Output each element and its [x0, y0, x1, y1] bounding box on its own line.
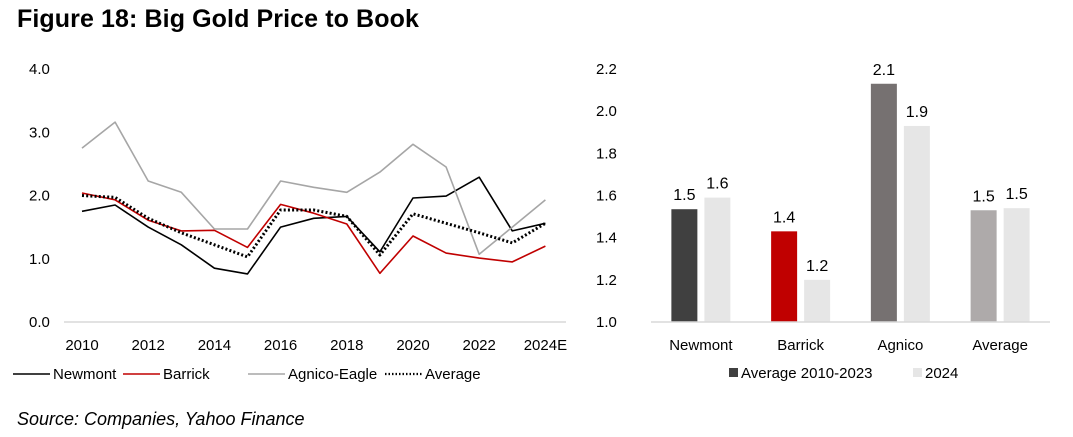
data-label: 2.1 [873, 62, 895, 79]
figure-source: Source: Companies, Yahoo Finance [17, 409, 305, 429]
bar-chart: 1.0 1.2 1.4 1.6 1.8 2.0 2.2 1.5 1.6 Newmont 1.4 1.2… [596, 61, 1050, 382]
y-tick-label: 4.0 [29, 61, 50, 78]
bar-average-2024 [1003, 208, 1030, 322]
data-label: 1.6 [706, 176, 728, 193]
bar-average-avg [970, 210, 997, 322]
y-tick-label: 1.6 [596, 188, 617, 205]
series-line-newmont [81, 176, 546, 275]
y-tick-label: 1.2 [596, 272, 617, 289]
x-tick-label: 2012 [132, 337, 165, 354]
bar-barrick-avg [771, 231, 798, 322]
data-label: 1.4 [773, 209, 795, 226]
legend-label: Average [425, 366, 481, 383]
legend-label: Barrick [163, 366, 210, 383]
line-chart: 0.0 1.0 2.0 3.0 4.0 2010 2012 2014 2016 2018 2020 2… [13, 61, 567, 383]
y-tick-label: 2.0 [29, 188, 50, 205]
y-tick-label: 1.4 [596, 230, 617, 247]
bar-barrick-2024 [804, 279, 831, 322]
series-line-agnico-eagle [81, 121, 546, 256]
bar-chart-legend: Average 2010-2023 2024 [729, 365, 958, 382]
x-tick-label: 2014 [198, 337, 231, 354]
y-tick-label: 2.2 [596, 61, 617, 78]
bar-agnico-avg [870, 83, 897, 322]
legend-label: Newmont [53, 366, 117, 383]
legend-label: 2024 [925, 365, 958, 382]
x-tick-label: 2016 [264, 337, 297, 354]
legend-label: Agnico-Eagle [288, 366, 377, 383]
x-tick-label: Barrick [777, 337, 824, 354]
legend-swatch [913, 368, 922, 377]
line-chart-legend: Newmont Barrick Agnico-Eagle Average [13, 366, 481, 383]
bar-agnico-2024 [903, 125, 930, 322]
legend-swatch [729, 368, 738, 377]
bar-newmont-2024 [704, 197, 731, 322]
series-line-barrick [81, 192, 546, 275]
figure-title: Figure 18: Big Gold Price to Book [17, 5, 419, 33]
x-tick-label: 2024E [524, 337, 567, 354]
data-label: 1.2 [806, 258, 828, 275]
data-label: 1.5 [673, 187, 695, 204]
x-tick-label: 2010 [65, 337, 98, 354]
y-tick-label: 1.0 [29, 251, 50, 268]
bar-newmont-avg [671, 209, 698, 322]
x-tick-label: 2018 [330, 337, 363, 354]
y-tick-label: 1.8 [596, 145, 617, 162]
x-tick-label: 2020 [396, 337, 429, 354]
y-tick-label: 2.0 [596, 103, 617, 120]
data-label: 1.5 [973, 188, 995, 205]
legend-label: Average 2010-2023 [741, 365, 873, 382]
series-line-average [81, 194, 547, 259]
data-label: 1.9 [906, 104, 928, 121]
y-tick-label: 1.0 [596, 314, 617, 331]
x-tick-label: Average [972, 337, 1028, 354]
x-tick-label: 2022 [463, 337, 496, 354]
y-tick-label: 3.0 [29, 124, 50, 141]
data-label: 1.5 [1006, 186, 1028, 203]
x-tick-label: Newmont [669, 337, 733, 354]
x-tick-label: Agnico [877, 337, 923, 354]
y-tick-label: 0.0 [29, 314, 50, 331]
